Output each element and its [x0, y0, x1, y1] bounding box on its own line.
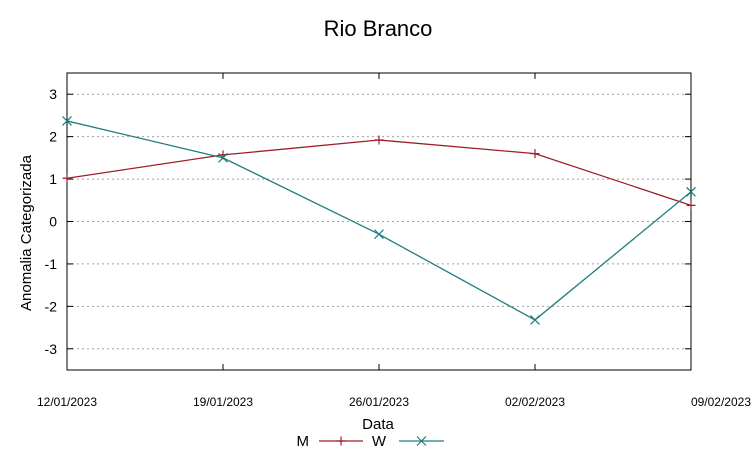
y-tick-label: 1 — [49, 171, 57, 187]
y-tick-label: -2 — [45, 298, 58, 314]
y-axis-label: Anomalia Categorizada — [18, 154, 35, 311]
series-w-point — [686, 186, 696, 197]
axis-ticks: 3 2 1 0 -1 -2 -3 12/01/2023 19/01/2023 26/01/2023… — [37, 73, 751, 409]
series-layer — [62, 116, 696, 325]
series-m-point — [374, 135, 384, 145]
series-w-point — [62, 116, 72, 126]
series-m-point — [530, 149, 540, 159]
chart-title: Rio Branco — [324, 16, 433, 41]
y-tick-label: 3 — [49, 86, 57, 102]
series-m-point — [62, 173, 72, 183]
x-tick-label: 09/02/2023 — [691, 395, 751, 409]
legend-m-label: M — [297, 433, 310, 450]
series-w-line — [66, 120, 692, 321]
x-axis-label: Data — [362, 416, 394, 433]
x-tick-label: 12/01/2023 — [37, 395, 97, 409]
grid-lines — [67, 93, 691, 350]
y-tick-label: 0 — [49, 214, 57, 230]
series-m-line — [66, 139, 692, 206]
series-w-point — [218, 152, 228, 163]
y-tick-label: 2 — [49, 129, 57, 145]
x-tick-label: 02/02/2023 — [505, 395, 565, 409]
y-tick-label: -3 — [45, 341, 58, 357]
x-tick-label: 19/01/2023 — [193, 395, 253, 409]
legend-w-marker — [416, 436, 427, 446]
legend-w-label: W — [372, 433, 387, 450]
series-w-point — [530, 315, 540, 325]
x-tick-label: 26/01/2023 — [349, 395, 409, 409]
legend-m-marker — [336, 436, 346, 446]
y-tick-label: -1 — [45, 256, 58, 272]
series-w-point — [374, 229, 384, 240]
series-m-point — [686, 200, 696, 210]
